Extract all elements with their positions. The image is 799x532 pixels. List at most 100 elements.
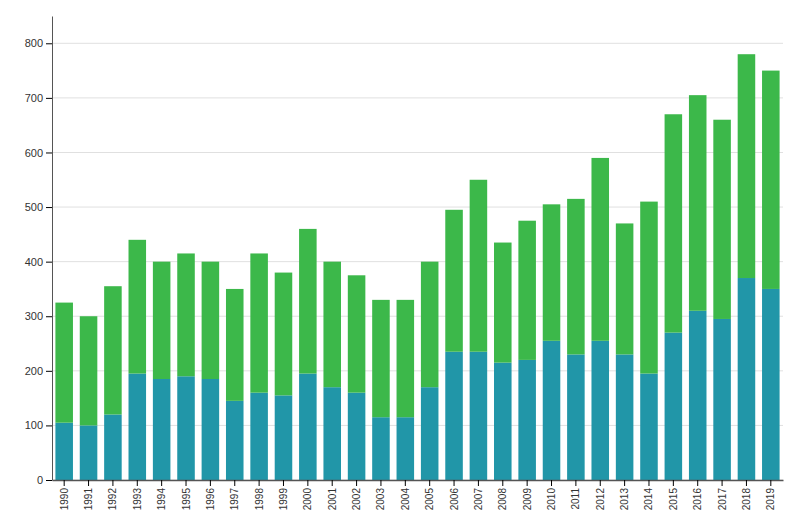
- x-tick-label: 2011: [570, 488, 581, 510]
- y-tick: 0: [37, 474, 52, 486]
- y-tick-label: 0: [37, 474, 43, 486]
- y-tick-label: 300: [25, 310, 43, 322]
- y-tick-mark: [46, 262, 52, 263]
- x-tick-label: 2000: [302, 488, 313, 511]
- x-tick-mark: [478, 480, 479, 486]
- x-tick-label: 1990: [59, 488, 70, 511]
- x-tick: 2015: [668, 480, 679, 510]
- x-tick-label: 2019: [765, 488, 776, 511]
- x-tick-mark: [673, 480, 674, 486]
- x-axis: 1990199119921993199419951996199719981999…: [53, 480, 784, 510]
- x-tick-label: 1998: [254, 488, 265, 511]
- x-tick: 2013: [619, 480, 630, 510]
- bar: [762, 289, 780, 480]
- y-tick: 500: [25, 201, 52, 213]
- y-tick-mark: [46, 371, 52, 372]
- x-tick-mark: [112, 480, 113, 486]
- x-tick: 1997: [229, 480, 240, 510]
- x-tick-mark: [380, 480, 381, 486]
- bar: [640, 374, 658, 480]
- bar: [616, 223, 634, 354]
- y-tick-mark: [46, 152, 52, 153]
- bar: [591, 341, 609, 480]
- bar: [543, 204, 561, 340]
- x-tick: 1992: [107, 480, 118, 510]
- bar: [55, 423, 73, 480]
- bar: [738, 54, 756, 278]
- bar: [689, 95, 707, 311]
- bar: [348, 275, 366, 392]
- bar: [713, 120, 731, 319]
- bar: [80, 425, 98, 480]
- bar: [202, 262, 220, 379]
- bar: [616, 354, 634, 480]
- bar: [494, 243, 512, 363]
- x-tick-label: 2009: [522, 488, 533, 511]
- bar: [470, 352, 488, 480]
- x-tick-mark: [648, 480, 649, 486]
- y-tick-mark: [46, 480, 52, 481]
- y-tick-mark: [46, 207, 52, 208]
- x-tick-mark: [307, 480, 308, 486]
- bar: [372, 417, 390, 480]
- x-tick: 2006: [449, 480, 460, 510]
- x-tick: 1998: [254, 480, 265, 510]
- y-tick: 200: [25, 365, 52, 377]
- bar: [372, 300, 390, 417]
- x-tick-mark: [356, 480, 357, 486]
- y-tick-mark: [46, 43, 52, 44]
- y-tick: 300: [25, 310, 52, 322]
- y-tick-mark: [46, 316, 52, 317]
- x-tick-label: 2015: [668, 488, 679, 511]
- x-tick: 1993: [132, 480, 143, 510]
- bar: [567, 199, 585, 355]
- x-tick-label: 2016: [692, 488, 703, 511]
- x-tick-mark: [186, 480, 187, 486]
- x-tick-label: 1992: [107, 488, 118, 511]
- bar: [250, 393, 268, 480]
- x-tick-label: 2005: [424, 488, 435, 511]
- bar: [348, 393, 366, 480]
- bar: [226, 289, 244, 401]
- y-tick-mark: [46, 425, 52, 426]
- grid-line: [52, 97, 783, 98]
- bar: [665, 333, 683, 480]
- x-tick: 1994: [156, 480, 167, 510]
- x-tick: 2017: [717, 480, 728, 510]
- x-tick-label: 2006: [449, 488, 460, 511]
- x-tick: 2014: [643, 480, 654, 510]
- x-tick-label: 1994: [156, 488, 167, 511]
- x-tick-label: 2008: [497, 488, 508, 511]
- bar-series: [55, 54, 779, 425]
- bar: [55, 303, 73, 423]
- x-tick-mark: [600, 480, 601, 486]
- bar: [397, 300, 415, 417]
- bar: [202, 379, 220, 480]
- bar: [177, 376, 195, 480]
- x-tick-mark: [64, 480, 65, 486]
- x-tick-mark: [137, 480, 138, 486]
- x-tick-label: 2004: [400, 488, 411, 511]
- x-tick: 2007: [473, 480, 484, 510]
- y-tick-label: 100: [25, 419, 43, 431]
- x-tick-mark: [88, 480, 89, 486]
- x-tick-label: 2010: [546, 488, 557, 511]
- y-tick-label: 600: [25, 146, 43, 158]
- x-tick-label: 1997: [229, 488, 240, 511]
- bar: [713, 319, 731, 480]
- bar: [421, 262, 439, 388]
- x-tick-mark: [332, 480, 333, 486]
- x-tick-label: 2013: [619, 488, 630, 511]
- x-tick: 2001: [327, 480, 338, 510]
- bar: [591, 158, 609, 341]
- bar: [397, 417, 415, 480]
- x-tick-label: 1991: [83, 488, 94, 511]
- bar: [518, 360, 536, 480]
- bar: [665, 114, 683, 332]
- y-tick: 600: [25, 146, 52, 158]
- bar: [299, 374, 317, 480]
- x-tick-mark: [624, 480, 625, 486]
- y-tick: 800: [25, 37, 52, 49]
- x-tick: 2000: [302, 480, 313, 510]
- y-tick-label: 800: [25, 37, 43, 49]
